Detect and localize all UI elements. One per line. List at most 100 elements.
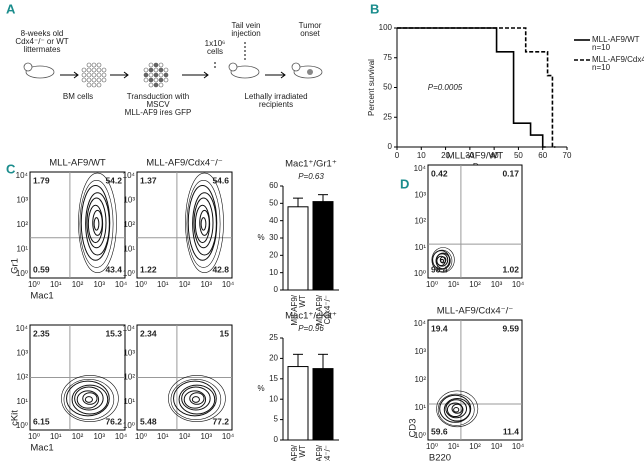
x-tick-label: 10¹	[50, 432, 62, 441]
y-tick-label: 10⁰	[414, 431, 426, 440]
quadrant-value: 6.15	[33, 416, 50, 426]
y-axis-label: Gr1	[10, 258, 21, 274]
panel-label: D	[400, 176, 409, 191]
annotation: P=0.96	[298, 324, 324, 333]
contour	[93, 217, 100, 231]
chart-title: Mac1⁺/Gr1⁺	[285, 159, 337, 170]
chart-title: Mac1⁺/cKit⁺	[285, 311, 337, 322]
contour	[194, 204, 211, 244]
quadrant-value: 19.4	[431, 323, 448, 333]
cell	[158, 67, 164, 73]
y-tick-label: 10³	[16, 196, 28, 205]
tumor-icon	[307, 69, 313, 75]
y-axis-label: %	[257, 384, 264, 393]
quadrant-value: 0.17	[502, 168, 519, 178]
contour	[453, 407, 460, 413]
cell	[91, 62, 97, 68]
y-tick-label: 25	[383, 112, 392, 121]
arrow	[182, 71, 209, 79]
cell	[96, 82, 102, 88]
x-tick-label: 10²	[469, 442, 481, 451]
contour	[74, 386, 104, 411]
x-tick-label: 60	[538, 151, 547, 160]
contour	[431, 247, 455, 273]
x-tick-label: MII-AF9/	[290, 444, 299, 461]
y-tick-label: 10²	[16, 220, 28, 229]
cell	[91, 72, 97, 78]
x-tick-label: 10⁰	[426, 442, 438, 451]
cell	[86, 72, 92, 78]
y-axis-label: Percent survival	[367, 59, 376, 116]
y-tick-label: 10³	[123, 348, 135, 357]
y-tick-label: 20	[269, 250, 278, 259]
y-tick-label: 10²	[123, 220, 135, 229]
quadrant-value: 2.34	[140, 328, 157, 338]
y-tick-label: 10³	[414, 190, 426, 199]
x-tick-label: 10¹	[157, 280, 169, 289]
y-tick-label: 10⁴	[414, 319, 427, 328]
y-tick-label: 10¹	[16, 397, 28, 406]
x-tick-label: 10⁰	[28, 432, 40, 441]
step-text: MLL-AF9 ires GFP	[125, 108, 192, 117]
x-tick-label: 10³	[93, 432, 105, 441]
y-tick-label: 30	[269, 233, 278, 242]
y-tick-label: 15	[269, 374, 278, 383]
y-tick-label: 10⁰	[16, 269, 28, 278]
x-tick-label: MII-AF9/	[315, 444, 324, 461]
y-tick-label: 10²	[16, 373, 28, 382]
x-tick-label: WT	[298, 295, 307, 308]
legend-label: MLL-AF9/Cdx4⁻/⁻	[592, 55, 644, 64]
contour	[173, 380, 217, 417]
x-tick-label: 70	[563, 151, 572, 160]
x-tick-label: 20	[441, 151, 450, 160]
cell	[101, 77, 107, 83]
step-text: Tumor	[299, 21, 322, 30]
panel-label: A	[6, 1, 16, 16]
quadrant-value: 98.4	[431, 264, 448, 274]
plot-title: MLL-AF9/WT	[49, 158, 106, 169]
y-tick-label: 0	[274, 285, 279, 294]
cell-clusters	[81, 62, 169, 88]
y-tick-label: 50	[269, 198, 278, 207]
step-text: littermates	[24, 45, 61, 54]
y-axis-label: %	[257, 233, 264, 242]
bar	[287, 206, 309, 291]
plot-title: MLL-AF9/Cdx4⁻/⁻	[146, 158, 223, 169]
y-tick-label: 10⁴	[16, 324, 29, 333]
x-tick-label: 40	[490, 151, 499, 160]
x-tick-label: 10²	[72, 280, 84, 289]
contour	[191, 396, 200, 403]
x-tick-label: 10⁴	[222, 432, 235, 441]
x-tick-label: 50	[514, 151, 523, 160]
y-tick-label: 10⁰	[123, 421, 135, 430]
step-text: injection	[231, 29, 260, 38]
contour	[63, 378, 115, 421]
quadrant-value: 43.4	[105, 264, 122, 274]
contour	[183, 390, 207, 409]
y-tick-label: 50	[383, 83, 392, 92]
y-tick-label: 100	[379, 23, 393, 32]
quadrant-value: 15.3	[105, 328, 122, 338]
cell	[96, 72, 102, 78]
cell	[86, 82, 92, 88]
cell	[86, 62, 92, 68]
cell	[153, 72, 159, 78]
y-tick-label: 10¹	[414, 403, 426, 412]
x-tick-label: 10¹	[50, 280, 62, 289]
y-tick-label: 10¹	[123, 397, 135, 406]
survival-line	[397, 27, 556, 148]
step-text: recipients	[259, 100, 293, 109]
quadrant-value: 42.8	[212, 264, 229, 274]
contour	[451, 403, 463, 414]
quadrant-value: 76.2	[105, 416, 122, 426]
x-tick-label: 30	[465, 151, 474, 160]
step-text: BM cells	[63, 92, 93, 101]
cell	[96, 62, 102, 68]
step-text: Cdx4⁻/⁻ or WT	[15, 37, 68, 46]
cell	[101, 67, 107, 73]
legend-label: MLL-AF9/WT	[592, 35, 640, 44]
contour	[78, 172, 117, 273]
y-tick-label: 0	[274, 435, 279, 444]
cell	[81, 67, 87, 73]
y-tick-label: 10⁴	[123, 324, 136, 333]
